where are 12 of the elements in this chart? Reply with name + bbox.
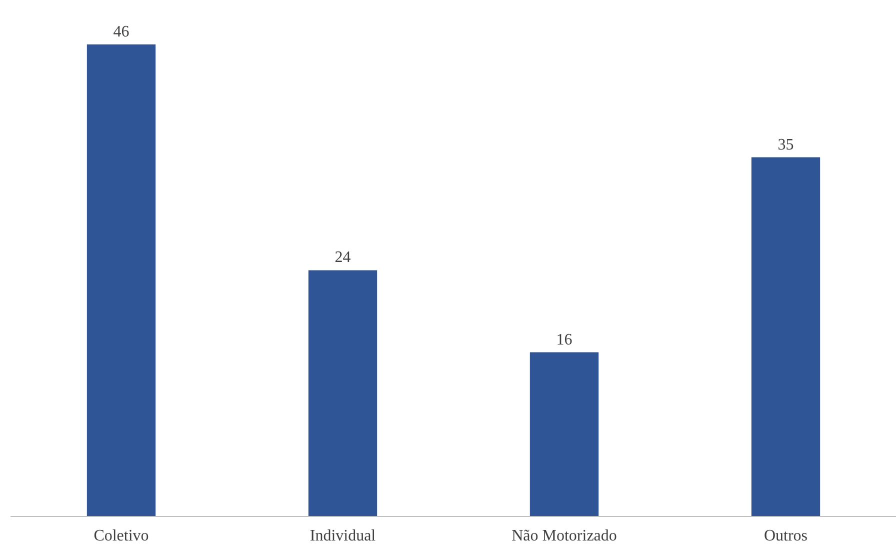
bar: [751, 157, 820, 516]
bar: [530, 352, 599, 516]
x-tick-label: Não Motorizado: [512, 528, 617, 544]
x-tick-label: Individual: [310, 528, 376, 544]
data-label: 46: [113, 23, 130, 40]
data-label: 16: [556, 331, 572, 348]
bar: [86, 44, 156, 516]
bar: [308, 270, 378, 516]
x-tick-label: Outros: [764, 528, 808, 544]
data-label: 24: [334, 249, 351, 266]
x-tick-label: Coletivo: [94, 528, 149, 544]
data-label: 35: [778, 136, 794, 154]
